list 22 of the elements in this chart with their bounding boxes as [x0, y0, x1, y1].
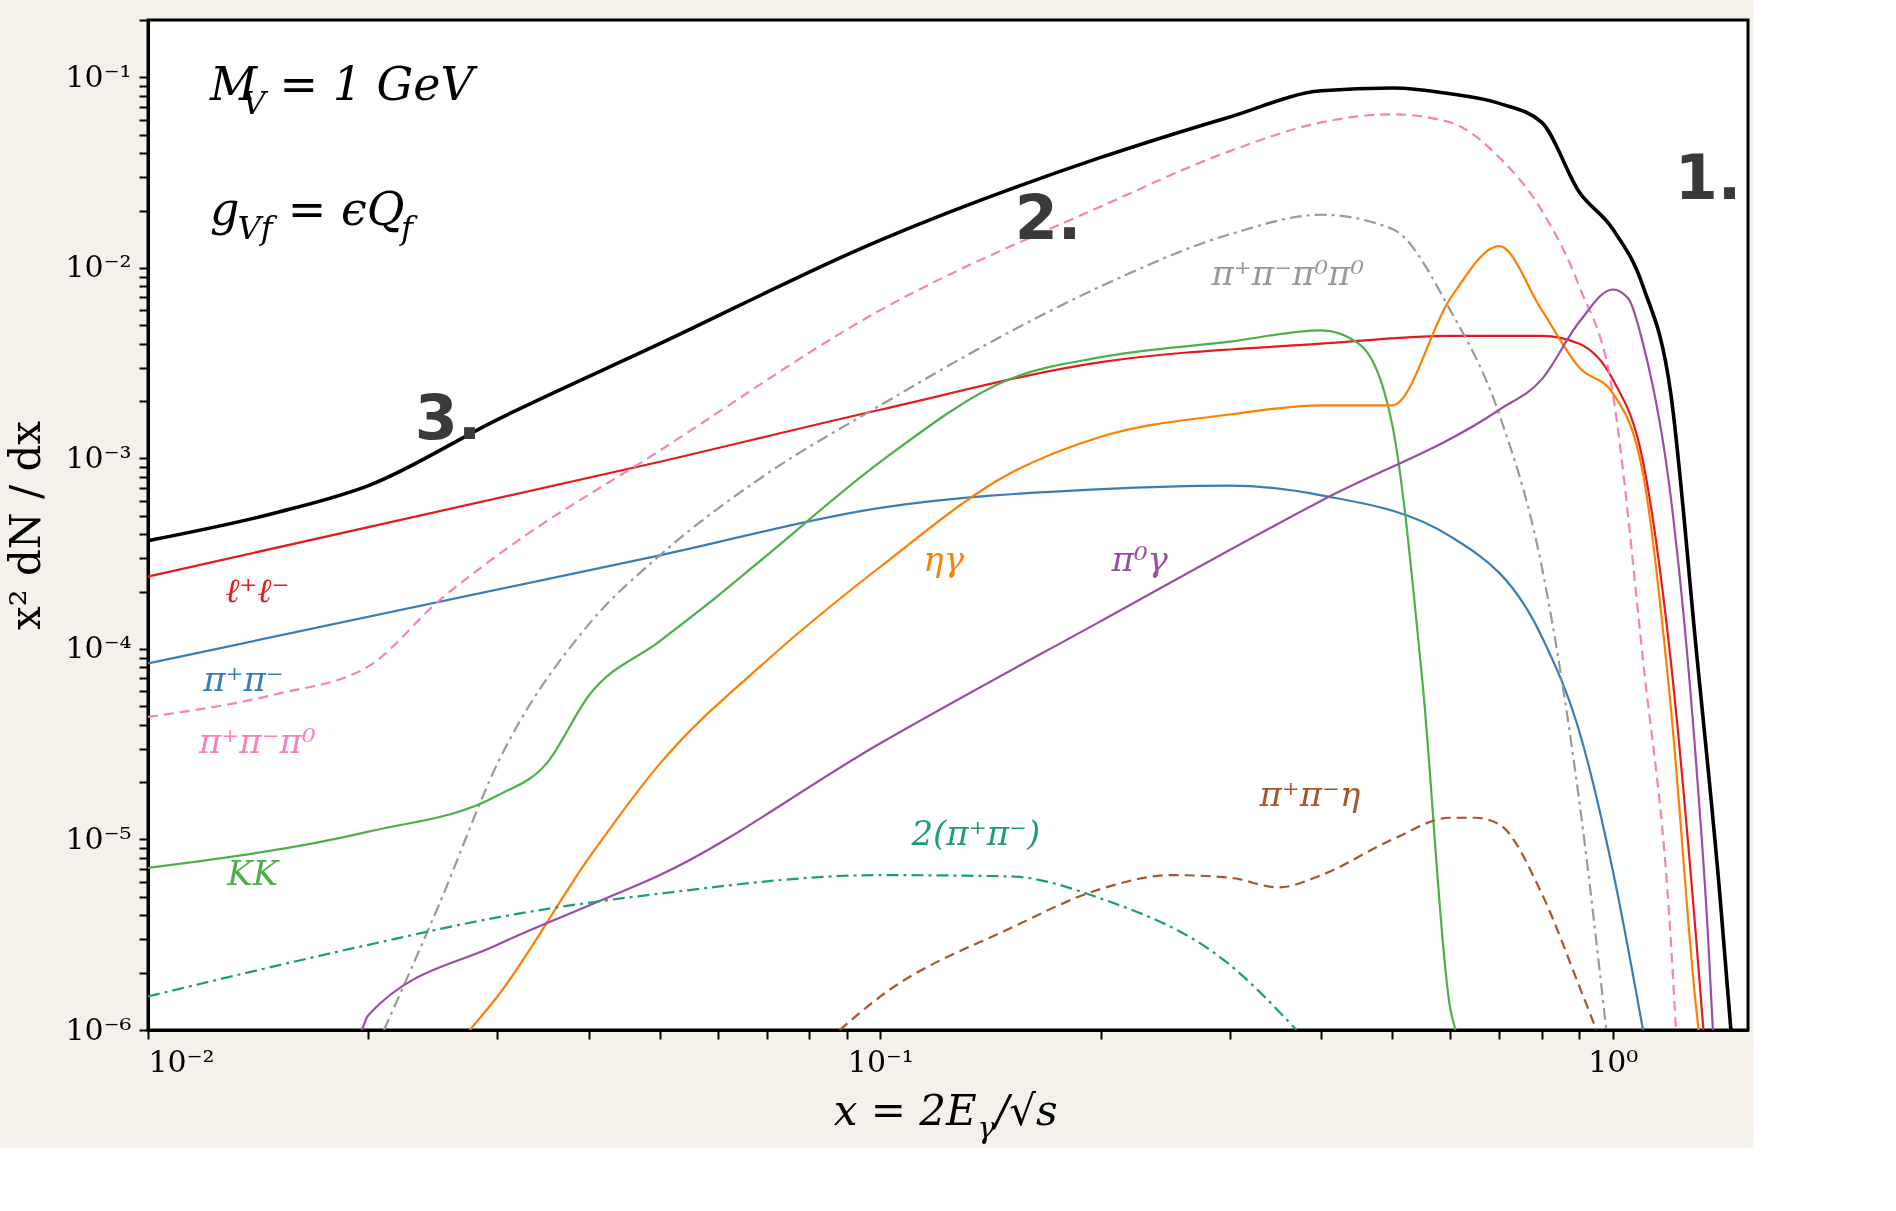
annotation: 1. — [1674, 141, 1742, 214]
x-tick-label: 10⁻² — [148, 1043, 215, 1079]
annotation: 2. — [1014, 181, 1082, 254]
y-tick-label: 10⁻⁴ — [65, 630, 132, 666]
annotation: 3. — [414, 381, 482, 454]
y-tick-label: 10⁻¹ — [65, 58, 132, 94]
y-tick-label: 10⁻² — [65, 249, 132, 285]
y-tick-label: 10⁻⁵ — [65, 820, 132, 856]
y-axis-title: x² dN / dx — [1, 420, 51, 630]
series-label: ℓ⁺ℓ⁻ — [225, 569, 290, 610]
series-label: π⁺π⁻ — [202, 658, 284, 699]
y-tick-label: 10⁻³ — [65, 439, 132, 475]
series-label: π⁺π⁻π⁰ — [198, 721, 316, 762]
series-label: π⁺π⁻η — [1258, 773, 1362, 814]
series-label: KK — [226, 853, 281, 894]
series-label: ηγ — [923, 538, 965, 579]
series-label: π⁰γ — [1110, 538, 1169, 579]
x-tick-label: 10⁰ — [1588, 1043, 1639, 1079]
y-tick-label: 10⁻⁶ — [65, 1011, 132, 1047]
series-label: π⁺π⁻π⁰π⁰ — [1210, 252, 1365, 293]
series-label: 2(π⁺π⁻) — [910, 813, 1041, 854]
x-tick-label: 10⁻¹ — [847, 1043, 914, 1079]
